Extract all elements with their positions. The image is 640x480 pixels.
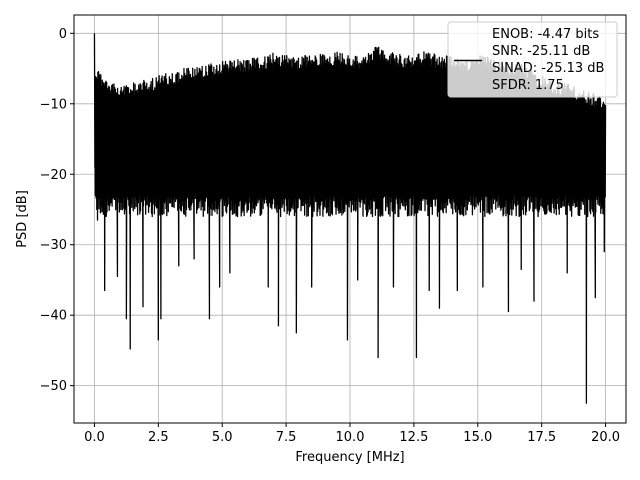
x-tick-label: 17.5 [527, 430, 556, 445]
y-tick-label: 0 [59, 27, 67, 42]
legend-entry-enob: ENOB: -4.47 bits [492, 27, 599, 42]
psd-trace [93, 33, 607, 404]
x-tick-label: 2.5 [148, 430, 169, 445]
x-tick-label: 7.5 [276, 430, 297, 445]
y-tick-label: −40 [40, 309, 67, 324]
legend-entry-sinad: SINAD: -25.13 dB [492, 61, 604, 76]
x-tick-label: 15.0 [463, 430, 492, 445]
y-tick-label: −30 [40, 238, 67, 253]
legend-entry-sfdr: SFDR: 1.75 [492, 78, 564, 93]
plot-area [93, 33, 607, 404]
y-tick-label: −50 [40, 379, 67, 394]
y-tick-label: −10 [40, 97, 67, 112]
y-axis-label: PSD [dB] [15, 190, 30, 248]
x-tick-label: 12.5 [399, 430, 428, 445]
x-tick-label: 5.0 [212, 430, 233, 445]
x-axis-label: Frequency [MHz] [295, 450, 404, 465]
x-tick-label: 20.0 [591, 430, 620, 445]
legend-box [447, 21, 618, 98]
y-tick-label: −20 [40, 168, 67, 183]
legend-entry-snr: SNR: -25.11 dB [492, 44, 590, 59]
x-tick-label: 10.0 [336, 430, 365, 445]
x-tick-label: 0.0 [84, 430, 105, 445]
axis-ticks: 0.0 2.5 5.0 7.5 10.0 12.5 15.0 17.5 20.0 0 −10 −20 −… [40, 27, 620, 445]
legend: ENOB: -4.47 bits SNR: -25.11 dB SINAD: -… [447, 21, 618, 98]
